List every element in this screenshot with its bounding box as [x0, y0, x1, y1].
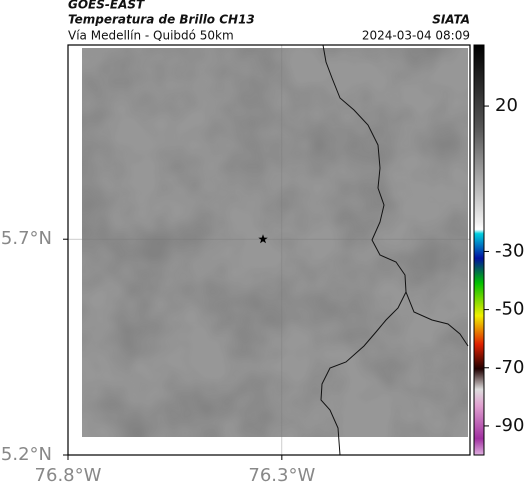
colorbar-tick-label: -50 [495, 299, 524, 320]
product: Temperatura de Brillo CH13 [68, 13, 255, 27]
region: Vía Medellín - Quibdó 50km [68, 29, 234, 43]
grid [68, 45, 470, 455]
colorbar-tick-label: -90 [495, 415, 524, 436]
map-frame [67, 44, 471, 456]
datetime: 2024-03-04 08:09 [362, 29, 470, 43]
satellite: GOES-EAST [68, 0, 145, 12]
x-tick-label: 76.3°W [248, 465, 315, 486]
border-line [322, 44, 469, 347]
borders [320, 44, 469, 456]
colorbar-tick-label: -70 [495, 357, 524, 378]
colorbar-tick-label: 20 [495, 95, 518, 116]
colorbar-tick-label: -30 [495, 240, 524, 261]
location-marker [258, 234, 268, 244]
colorbar [473, 44, 485, 456]
source: SIATA [432, 13, 470, 27]
y-tick-label: 5.7°N [1, 228, 52, 249]
border-line [320, 291, 407, 456]
x-tick-label: 76.8°W [35, 465, 102, 486]
satellite-image [82, 48, 468, 437]
y-tick-label: 5.2°N [1, 444, 52, 465]
